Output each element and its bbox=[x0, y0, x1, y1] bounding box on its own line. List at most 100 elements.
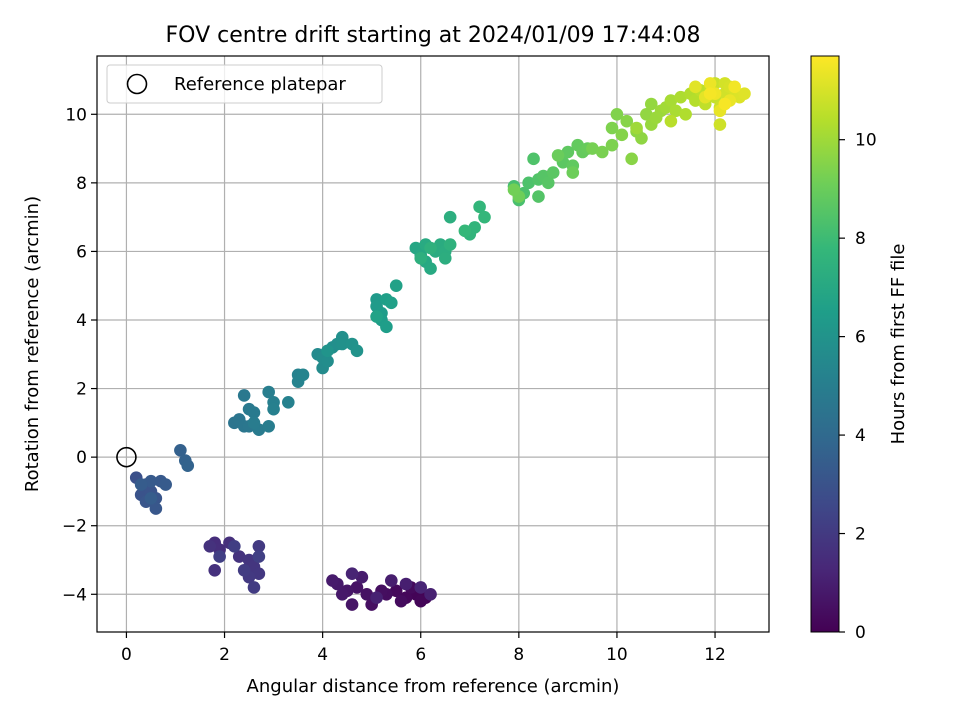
axis-ticks: 0 2 4 6 8 10 12 −4 −2 0 2 4 6 8 10 bbox=[62, 105, 726, 665]
scatter-point bbox=[355, 570, 369, 584]
scatter-point bbox=[232, 550, 246, 563]
y-tick-label: 2 bbox=[76, 380, 87, 400]
scatter-point bbox=[664, 94, 678, 107]
scatter-point bbox=[281, 395, 295, 409]
scatter-point bbox=[424, 241, 437, 255]
colorbar-tick-label: 4 bbox=[855, 426, 866, 446]
scatter-point bbox=[424, 262, 437, 275]
scatter-point bbox=[144, 491, 158, 505]
y-tick-label: 4 bbox=[76, 311, 87, 331]
scatter-point bbox=[350, 581, 364, 594]
scatter-point bbox=[635, 131, 648, 145]
colorbar-tick-label: 2 bbox=[855, 525, 866, 545]
scatter-point bbox=[644, 97, 658, 111]
scatter-point bbox=[252, 539, 266, 553]
scatter-point bbox=[527, 152, 540, 166]
scatter-point bbox=[615, 128, 629, 142]
scatter-point bbox=[134, 478, 148, 491]
scatter-point bbox=[414, 594, 428, 608]
reference-platepar-marker bbox=[116, 446, 137, 468]
scatter-point bbox=[247, 406, 261, 419]
scatter-point bbox=[610, 107, 624, 121]
scatter-point bbox=[394, 594, 408, 608]
scatter-point bbox=[703, 77, 717, 90]
scatter-point bbox=[228, 539, 241, 553]
scatter-point bbox=[247, 416, 261, 430]
reference-marker bbox=[116, 446, 137, 468]
legend-marker bbox=[126, 73, 148, 95]
colorbar-gradient bbox=[810, 55, 840, 633]
gridlines bbox=[97, 56, 769, 632]
scatter-point bbox=[389, 279, 403, 293]
scatter-point bbox=[595, 145, 609, 159]
scatter-point bbox=[370, 310, 383, 323]
scatter-point bbox=[389, 584, 403, 598]
scatter-point bbox=[566, 166, 580, 179]
axes-frame bbox=[96, 55, 770, 633]
y-tick-label: −4 bbox=[62, 585, 87, 605]
scatter-point bbox=[335, 587, 349, 601]
scatter-point bbox=[424, 587, 437, 601]
x-axis-label: Angular distance from reference (arcmin) bbox=[247, 676, 620, 697]
scatter-point bbox=[713, 118, 727, 131]
scatter-point bbox=[247, 581, 261, 594]
scatter-point bbox=[468, 221, 481, 234]
scatter-point bbox=[586, 142, 599, 155]
scatter-point bbox=[551, 149, 565, 162]
scatter-point bbox=[335, 337, 349, 351]
scatter-point bbox=[443, 210, 457, 224]
scatter-point bbox=[208, 563, 222, 577]
colorbar-tick-label: 8 bbox=[855, 229, 866, 249]
scatter-point bbox=[326, 574, 339, 587]
x-tick-label: 2 bbox=[219, 645, 230, 665]
colorbar-tick-label: 10 bbox=[855, 131, 877, 151]
colorbar-tick-label: 0 bbox=[855, 623, 866, 643]
scatter-point bbox=[321, 354, 334, 368]
scatter-point bbox=[561, 145, 575, 159]
scatter-point bbox=[605, 138, 619, 152]
scatter-point bbox=[262, 419, 275, 433]
scatter-point bbox=[689, 94, 702, 107]
scatter-point bbox=[738, 87, 751, 101]
scatter-point bbox=[321, 344, 334, 358]
legend: Reference platepar bbox=[106, 64, 383, 104]
scatter-point bbox=[443, 238, 457, 251]
scatter-point bbox=[399, 577, 413, 591]
scatter-point bbox=[213, 550, 226, 563]
scatter-point bbox=[252, 550, 266, 563]
scatter-point bbox=[532, 190, 545, 203]
scatter-point bbox=[262, 385, 275, 399]
scatter-point bbox=[674, 90, 688, 104]
scatter-point bbox=[458, 224, 472, 238]
scatter-point bbox=[203, 539, 217, 553]
scatter-point bbox=[350, 344, 364, 358]
scatter-point bbox=[159, 478, 172, 491]
x-tick-label: 10 bbox=[606, 645, 628, 665]
scatter-point bbox=[267, 402, 280, 416]
scatter-point bbox=[181, 459, 195, 473]
scatter-point bbox=[414, 581, 428, 594]
scatter-point bbox=[630, 121, 643, 135]
scatter-point bbox=[370, 591, 383, 605]
scatter-point bbox=[679, 107, 692, 121]
scatter-points bbox=[129, 77, 751, 611]
x-tick-label: 8 bbox=[513, 645, 524, 665]
scatter-point bbox=[546, 166, 560, 179]
scatter-point bbox=[380, 320, 393, 334]
x-tick-label: 4 bbox=[317, 645, 328, 665]
y-tick-label: −2 bbox=[62, 517, 87, 537]
scatter-point bbox=[522, 176, 535, 190]
x-tick-label: 0 bbox=[121, 645, 132, 665]
scatter-point bbox=[144, 474, 158, 488]
scatter-point bbox=[345, 598, 359, 611]
chart-title: FOV centre drift starting at 2024/01/09 … bbox=[166, 23, 701, 48]
x-tick-label: 12 bbox=[704, 645, 726, 665]
scatter-point bbox=[237, 389, 251, 402]
scatter-point bbox=[541, 176, 555, 190]
colorbar: 0 2 4 6 8 10 Hours from first FF file bbox=[810, 55, 909, 643]
scatter-point bbox=[237, 563, 251, 577]
scatter-point bbox=[640, 107, 653, 121]
scatter-point bbox=[689, 80, 702, 94]
colorbar-ticks: 0 2 4 6 8 10 bbox=[839, 131, 877, 643]
